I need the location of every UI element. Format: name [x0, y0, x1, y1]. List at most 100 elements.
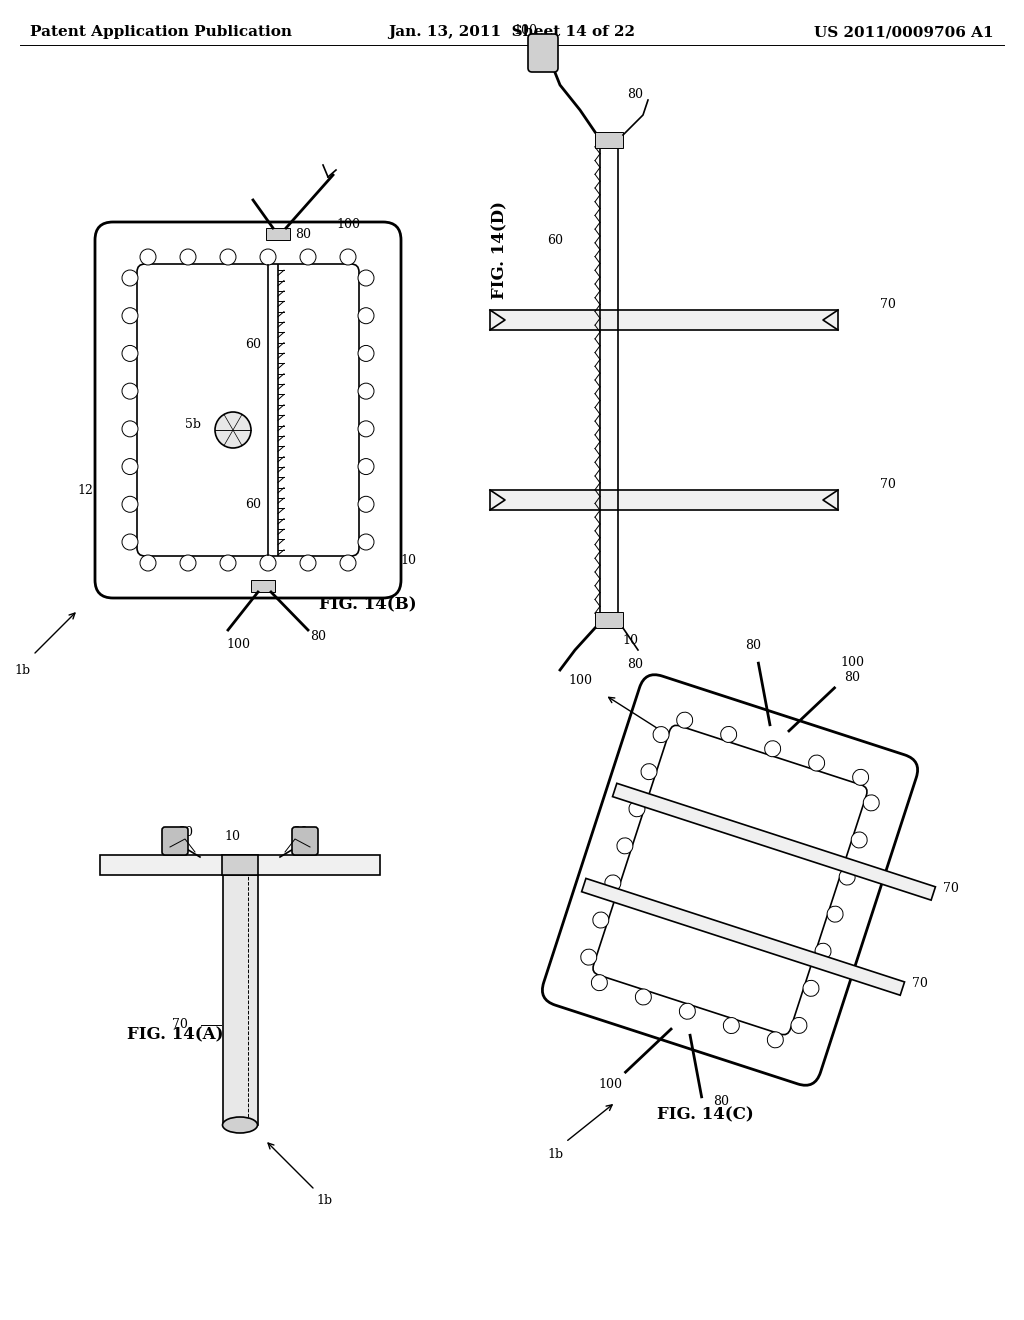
Text: 10: 10: [224, 830, 240, 843]
Circle shape: [122, 535, 138, 550]
Circle shape: [358, 496, 374, 512]
Text: 80: 80: [177, 826, 193, 840]
Bar: [582, 878, 904, 995]
Circle shape: [721, 726, 736, 742]
Circle shape: [809, 755, 824, 771]
FancyBboxPatch shape: [162, 828, 188, 855]
Circle shape: [300, 249, 316, 265]
Circle shape: [358, 271, 374, 286]
Circle shape: [723, 1018, 739, 1034]
Circle shape: [635, 989, 651, 1005]
Text: 80: 80: [292, 826, 308, 840]
Text: 10: 10: [400, 553, 416, 566]
Text: 100: 100: [568, 673, 592, 686]
Text: FIG. 14(A): FIG. 14(A): [127, 1027, 223, 1044]
Circle shape: [641, 764, 657, 780]
Bar: [266, 228, 290, 240]
Circle shape: [851, 832, 867, 847]
Circle shape: [220, 249, 236, 265]
Circle shape: [122, 308, 138, 323]
Bar: [222, 855, 258, 875]
Circle shape: [180, 554, 196, 572]
Text: 5b: 5b: [185, 418, 201, 432]
Text: US 2011/0009706 A1: US 2011/0009706 A1: [814, 25, 994, 40]
Text: 60: 60: [245, 499, 261, 511]
Text: 100: 100: [513, 24, 537, 37]
Bar: [251, 579, 275, 591]
Circle shape: [122, 271, 138, 286]
Text: 1b: 1b: [548, 1147, 563, 1160]
Circle shape: [605, 875, 621, 891]
Text: 80: 80: [714, 1096, 730, 1109]
Circle shape: [767, 1032, 783, 1048]
Circle shape: [803, 981, 819, 997]
Circle shape: [853, 770, 868, 785]
Text: FIG. 14(C): FIG. 14(C): [656, 1106, 754, 1123]
Circle shape: [122, 458, 138, 475]
Circle shape: [593, 912, 609, 928]
Text: 60: 60: [547, 499, 563, 511]
FancyBboxPatch shape: [543, 675, 918, 1085]
Circle shape: [581, 949, 597, 965]
Text: FIG. 14(B): FIG. 14(B): [319, 597, 417, 614]
Circle shape: [122, 496, 138, 512]
Circle shape: [815, 944, 831, 960]
Circle shape: [358, 458, 374, 475]
Circle shape: [653, 726, 669, 743]
Circle shape: [863, 795, 880, 810]
Circle shape: [358, 535, 374, 550]
FancyBboxPatch shape: [528, 34, 558, 73]
Text: 100: 100: [841, 656, 864, 669]
Text: 1b: 1b: [667, 734, 683, 747]
Circle shape: [358, 421, 374, 437]
Text: 80: 80: [627, 88, 643, 102]
Text: 10: 10: [622, 634, 638, 647]
Circle shape: [140, 249, 156, 265]
Text: Jan. 13, 2011  Sheet 14 of 22: Jan. 13, 2011 Sheet 14 of 22: [388, 25, 636, 40]
Text: 70: 70: [880, 479, 896, 491]
Circle shape: [300, 554, 316, 572]
Text: 70: 70: [172, 1019, 187, 1031]
FancyBboxPatch shape: [593, 725, 867, 1035]
Text: 60: 60: [547, 234, 563, 247]
Circle shape: [358, 308, 374, 323]
Bar: [595, 612, 623, 628]
Text: 70: 70: [912, 977, 929, 990]
Circle shape: [679, 1003, 695, 1019]
Circle shape: [260, 249, 276, 265]
Text: 1b: 1b: [317, 1193, 333, 1206]
FancyBboxPatch shape: [292, 828, 318, 855]
Ellipse shape: [222, 1117, 257, 1133]
FancyBboxPatch shape: [137, 264, 359, 556]
Circle shape: [616, 838, 633, 854]
Text: 80: 80: [295, 228, 311, 242]
Text: 12: 12: [77, 483, 93, 496]
Circle shape: [677, 713, 692, 729]
FancyBboxPatch shape: [95, 222, 401, 598]
Circle shape: [358, 346, 374, 362]
Circle shape: [122, 383, 138, 399]
Circle shape: [358, 383, 374, 399]
Text: 100: 100: [598, 1077, 623, 1090]
Text: Patent Application Publication: Patent Application Publication: [30, 25, 292, 40]
Bar: [490, 310, 838, 330]
Text: 1b: 1b: [15, 664, 31, 676]
Circle shape: [340, 554, 356, 572]
Circle shape: [629, 801, 645, 817]
Circle shape: [215, 412, 251, 447]
Text: 80: 80: [310, 631, 326, 644]
Text: 60: 60: [245, 338, 261, 351]
Circle shape: [765, 741, 780, 756]
Circle shape: [592, 974, 607, 991]
Circle shape: [140, 554, 156, 572]
Bar: [490, 490, 838, 510]
Text: 100: 100: [336, 219, 360, 231]
Bar: [595, 132, 623, 148]
Circle shape: [827, 906, 843, 923]
Text: 80: 80: [845, 672, 860, 684]
Circle shape: [122, 421, 138, 437]
Circle shape: [180, 249, 196, 265]
Text: 80: 80: [745, 639, 762, 652]
Text: 70: 70: [880, 298, 896, 312]
Text: 100: 100: [226, 639, 250, 652]
